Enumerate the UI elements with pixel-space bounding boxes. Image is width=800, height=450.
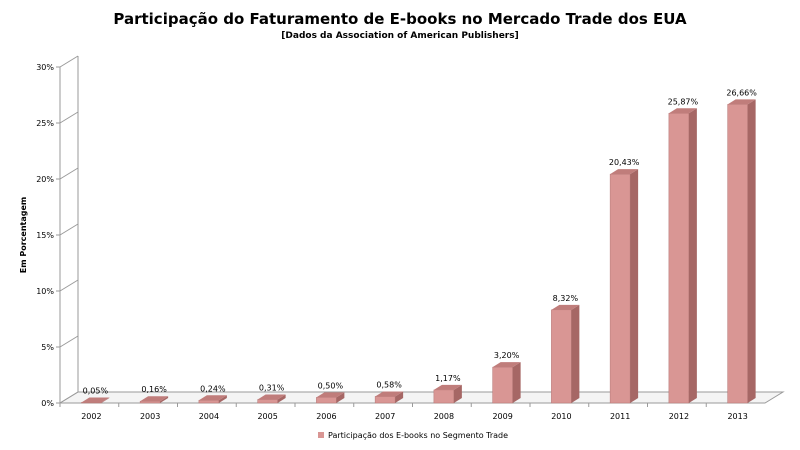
bar-front bbox=[257, 399, 278, 404]
bar-side bbox=[160, 396, 169, 403]
x-tick-label: 2010 bbox=[551, 412, 571, 421]
bar-top bbox=[610, 169, 639, 175]
x-tick-label: 2004 bbox=[199, 412, 219, 421]
bar-side bbox=[688, 108, 697, 404]
x-tick-label: 2003 bbox=[140, 412, 160, 421]
y-wall-line bbox=[59, 111, 79, 124]
bar bbox=[727, 99, 756, 404]
bar-top bbox=[727, 99, 756, 105]
bar-side bbox=[101, 397, 110, 403]
x-tick-label: 2012 bbox=[669, 412, 689, 421]
bar-front bbox=[433, 389, 455, 404]
bar-front bbox=[198, 400, 220, 404]
axes bbox=[56, 55, 785, 407]
x-tick-label: 2002 bbox=[81, 412, 101, 421]
y-wall-line bbox=[59, 223, 79, 236]
legend: Participação dos E-books no Segmento Tra… bbox=[318, 431, 508, 440]
bar-front bbox=[374, 396, 396, 404]
bar-top bbox=[668, 108, 697, 114]
bar-side bbox=[512, 362, 521, 403]
data-label: 1,17% bbox=[435, 374, 461, 383]
bar bbox=[198, 395, 227, 404]
bar-top bbox=[316, 392, 345, 398]
y-wall-line bbox=[59, 335, 79, 348]
data-label: 0,31% bbox=[259, 384, 285, 393]
data-label: 26,66% bbox=[726, 88, 757, 97]
x-tick-label: 2009 bbox=[492, 412, 512, 421]
bar-side bbox=[218, 395, 227, 403]
bar-front bbox=[668, 113, 690, 404]
bar bbox=[316, 392, 345, 404]
x-tick-label: 2006 bbox=[316, 412, 336, 421]
bar-front bbox=[492, 366, 513, 404]
y-tick-label: 5% bbox=[41, 343, 54, 352]
bar-front bbox=[139, 400, 161, 404]
bar-side bbox=[630, 169, 639, 403]
y-tick-label: 30% bbox=[36, 63, 54, 72]
bar-side bbox=[336, 392, 345, 403]
legend-label: Participação dos E-books no Segmento Tra… bbox=[328, 431, 508, 440]
bar-side bbox=[395, 391, 404, 403]
bar-front bbox=[81, 402, 102, 404]
bar bbox=[139, 396, 169, 404]
data-label: 0,16% bbox=[141, 385, 167, 394]
bar bbox=[81, 397, 110, 404]
x-tick-label: 2007 bbox=[375, 412, 395, 421]
data-labels: 0,05% 0,16% 0,24% 0,31% 0,50% 0,58% 1,17% 3,20%… bbox=[83, 88, 758, 395]
bar-top bbox=[433, 384, 462, 390]
y-wall-line bbox=[59, 279, 79, 292]
bar bbox=[374, 391, 404, 404]
bars bbox=[81, 99, 756, 404]
data-label: 0,05% bbox=[83, 386, 109, 395]
bar-top bbox=[551, 304, 580, 310]
bar bbox=[492, 362, 521, 404]
data-label: 0,50% bbox=[318, 381, 344, 390]
bar-front bbox=[727, 104, 748, 404]
bar-side bbox=[277, 394, 286, 403]
data-label: 25,87% bbox=[668, 97, 699, 106]
bar-front bbox=[316, 397, 337, 404]
bar-top bbox=[257, 394, 286, 400]
data-label: 0,58% bbox=[376, 381, 402, 390]
y-tick-label: 25% bbox=[36, 119, 54, 128]
y-wall-line bbox=[59, 167, 79, 180]
bar bbox=[551, 304, 580, 404]
bar-side bbox=[453, 384, 462, 403]
chart-subtitle: [Dados da Association of American Publis… bbox=[281, 31, 518, 41]
x-tick-label: 2011 bbox=[610, 412, 630, 421]
bar bbox=[257, 394, 286, 404]
chart-title: Participação do Faturamento de E-books n… bbox=[113, 10, 687, 28]
bar-top bbox=[140, 396, 169, 402]
bar-top bbox=[198, 395, 227, 401]
bar bbox=[668, 108, 697, 404]
y-tick-label: 0% bbox=[41, 399, 54, 408]
y-tick-label: 20% bbox=[36, 175, 54, 184]
bar-front bbox=[551, 309, 572, 404]
data-label: 3,20% bbox=[494, 351, 520, 360]
y-wall-line bbox=[59, 55, 79, 68]
y-axis-label: Em Porcentagem bbox=[19, 197, 28, 273]
x-tick-label: 2013 bbox=[727, 412, 747, 421]
y-tick-label: 15% bbox=[36, 231, 54, 240]
bar-top bbox=[492, 362, 521, 368]
data-label: 20,43% bbox=[609, 158, 640, 167]
data-label: 8,32% bbox=[553, 294, 579, 303]
y-wall-line bbox=[59, 391, 79, 404]
bar-side bbox=[747, 99, 756, 404]
x-tick-labels: 2002 2003 2004 2005 2006 2007 2008 2009 2010 2011… bbox=[81, 412, 748, 421]
x-tick-label: 2005 bbox=[257, 412, 277, 421]
bar-side bbox=[571, 304, 580, 403]
bar-top bbox=[81, 397, 110, 403]
x-tick-label: 2008 bbox=[434, 412, 454, 421]
y-tick-labels: 0% 5% 10% 15% 20% 25% 30% bbox=[36, 63, 54, 408]
bar bbox=[433, 384, 462, 404]
bar-front bbox=[609, 173, 631, 404]
bar bbox=[609, 169, 639, 404]
legend-swatch bbox=[318, 432, 324, 438]
data-label: 0,24% bbox=[200, 384, 226, 393]
y-tick-label: 10% bbox=[36, 287, 54, 296]
bar-top bbox=[375, 391, 404, 397]
